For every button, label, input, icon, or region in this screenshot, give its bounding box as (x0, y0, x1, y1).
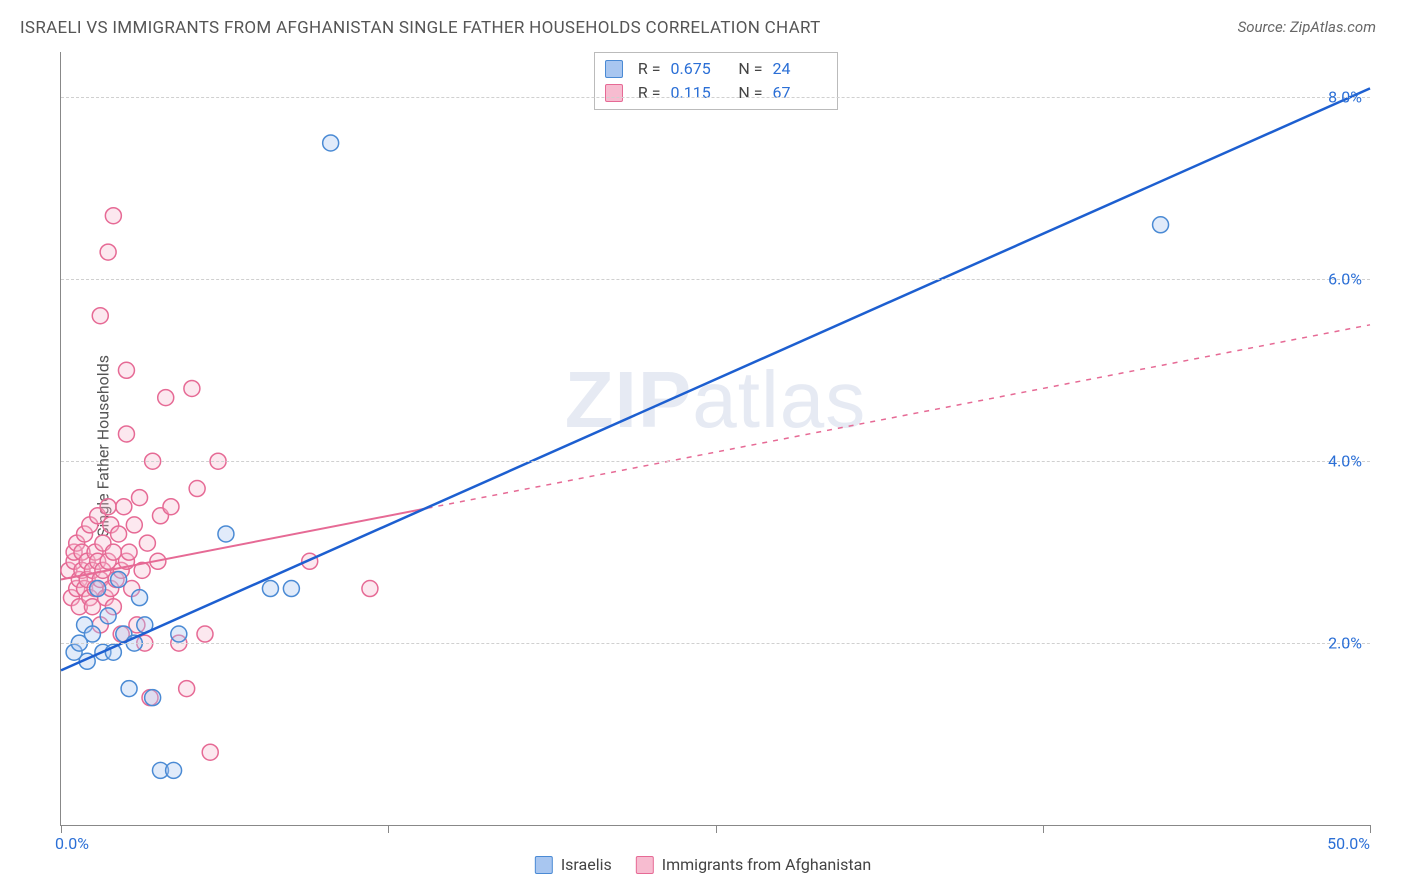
scatter-point (189, 481, 205, 497)
scatter-point (100, 608, 116, 624)
scatter-point (90, 581, 106, 597)
scatter-point (283, 581, 299, 597)
trend-line-israelis (61, 88, 1370, 670)
scatter-point (121, 544, 137, 560)
y-tick-label: 4.0% (1328, 452, 1362, 471)
legend-item-afghan: Immigrants from Afghanistan (636, 855, 871, 874)
scatter-point (126, 517, 142, 533)
r-label: R = (633, 57, 661, 81)
swatch-afghan (636, 856, 654, 874)
scatter-point (202, 744, 218, 760)
scatter-point (105, 208, 121, 224)
legend-item-israelis: Israelis (535, 855, 612, 874)
scatter-point (132, 490, 148, 506)
scatter-point (139, 535, 155, 551)
scatter-point (184, 380, 200, 396)
scatter-point (100, 244, 116, 260)
n-value-afghan: 67 (773, 81, 827, 105)
grid-line (61, 279, 1370, 280)
scatter-point (118, 426, 134, 442)
n-label: N = (735, 57, 763, 81)
grid-line (61, 97, 1370, 98)
scatter-point (121, 681, 137, 697)
scatter-point (362, 581, 378, 597)
scatter-point (100, 499, 116, 515)
n-label: N = (735, 81, 763, 105)
x-tick (61, 825, 62, 833)
y-tick-label: 2.0% (1328, 634, 1362, 653)
plot-area: ZIPatlas R = 0.675 N = 24 R = 0.115 N = … (60, 52, 1370, 826)
scatter-point (132, 590, 148, 606)
trend-line-afghan-dashed (428, 325, 1370, 508)
scatter-point (111, 526, 127, 542)
bottom-legend: Israelis Immigrants from Afghanistan (535, 855, 871, 874)
legend-label-israelis: Israelis (561, 855, 612, 874)
swatch-afghan (605, 84, 623, 102)
stats-row-israelis: R = 0.675 N = 24 (605, 57, 827, 81)
scatter-point (179, 681, 195, 697)
scatter-point (111, 571, 127, 587)
chart-title: ISRAELI VS IMMIGRANTS FROM AFGHANISTAN S… (20, 18, 821, 38)
scatter-point (118, 362, 134, 378)
grid-line (61, 643, 1370, 644)
scatter-point (323, 135, 339, 151)
scatter-point (218, 526, 234, 542)
y-tick-label: 8.0% (1328, 88, 1362, 107)
scatter-point (171, 626, 187, 642)
chart-svg (61, 52, 1370, 825)
y-tick-label: 6.0% (1328, 270, 1362, 289)
scatter-point (158, 390, 174, 406)
scatter-point (145, 690, 161, 706)
grid-line (61, 461, 1370, 462)
x-max-label: 50.0% (1327, 834, 1370, 853)
scatter-point (92, 308, 108, 324)
x-origin-label: 0.0% (55, 834, 89, 853)
x-tick (716, 825, 717, 833)
legend-label-afghan: Immigrants from Afghanistan (662, 855, 871, 874)
scatter-point (262, 581, 278, 597)
correlation-stats-box: R = 0.675 N = 24 R = 0.115 N = 67 (594, 52, 838, 110)
swatch-israelis (535, 856, 553, 874)
scatter-point (166, 762, 182, 778)
x-tick (1043, 825, 1044, 833)
swatch-israelis (605, 60, 623, 78)
r-label: R = (633, 81, 661, 105)
r-value-israelis: 0.675 (671, 57, 725, 81)
r-value-afghan: 0.115 (671, 81, 725, 105)
stats-row-afghan: R = 0.115 N = 67 (605, 81, 827, 105)
scatter-point (197, 626, 213, 642)
source-attribution: Source: ZipAtlas.com (1238, 18, 1376, 36)
scatter-point (116, 499, 132, 515)
scatter-point (84, 626, 100, 642)
scatter-point (1153, 217, 1169, 233)
x-tick (1370, 825, 1371, 833)
x-tick (388, 825, 389, 833)
n-value-israelis: 24 (773, 57, 827, 81)
scatter-point (163, 499, 179, 515)
